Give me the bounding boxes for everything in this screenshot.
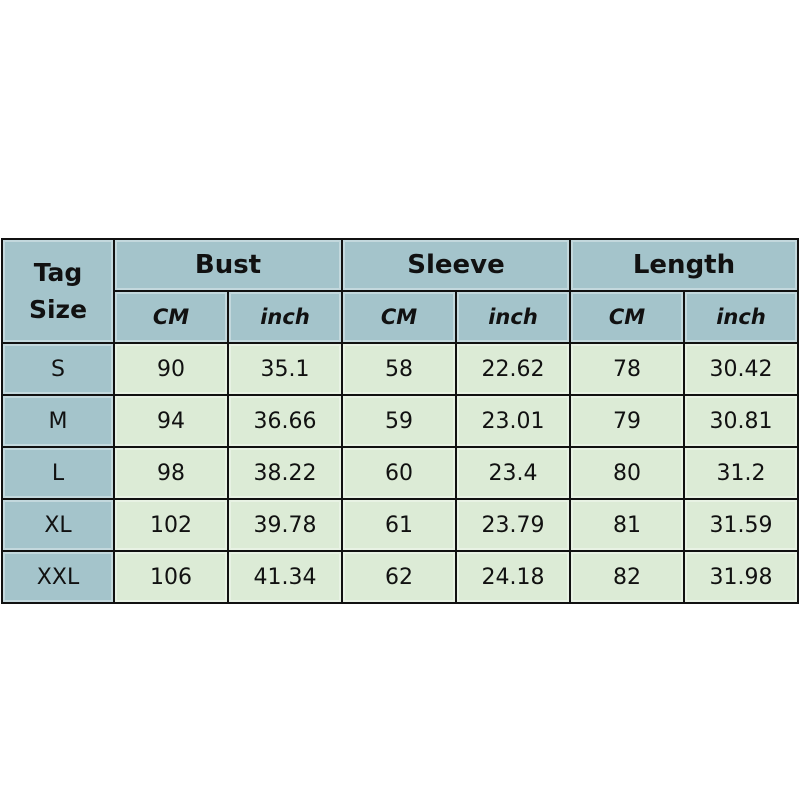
- value-cell: 30.81: [683, 394, 799, 448]
- value-cell: 38.22: [227, 446, 343, 500]
- value-cell: 23.4: [455, 446, 571, 500]
- value-cell: 62: [341, 550, 457, 604]
- value-cell: 59: [341, 394, 457, 448]
- size-cell: XXL: [1, 550, 115, 604]
- table-row: XXL 106 41.34 62 24.18 82 31.98: [1, 550, 799, 604]
- value-cell: 106: [113, 550, 229, 604]
- value-cell: 90: [113, 342, 229, 396]
- value-cell: 31.2: [683, 446, 799, 500]
- value-cell: 98: [113, 446, 229, 500]
- unit-header: CM: [341, 290, 457, 344]
- tag-size-header: Tag Size: [1, 238, 115, 344]
- value-cell: 60: [341, 446, 457, 500]
- table-body: S 90 35.1 58 22.62 78 30.42 M 94 36.66 59 23.01 79 30…: [1, 342, 799, 604]
- value-cell: 79: [569, 394, 685, 448]
- value-cell: 41.34: [227, 550, 343, 604]
- value-cell: 102: [113, 498, 229, 552]
- value-cell: 22.62: [455, 342, 571, 396]
- unit-row: CM inch CM inch CM inch: [2, 290, 799, 344]
- size-cell: S: [1, 342, 115, 396]
- value-cell: 36.66: [227, 394, 343, 448]
- table-row: S 90 35.1 58 22.62 78 30.42: [1, 342, 799, 396]
- value-cell: 23.01: [455, 394, 571, 448]
- value-cell: 35.1: [227, 342, 343, 396]
- unit-header: CM: [113, 290, 229, 344]
- unit-header: inch: [227, 290, 343, 344]
- header-row: Tag Size Bust Sleeve Length: [1, 238, 799, 344]
- table-row: L 98 38.22 60 23.4 80 31.2: [1, 446, 799, 500]
- value-cell: 94: [113, 394, 229, 448]
- size-label: Size: [28, 295, 88, 324]
- value-cell: 23.79: [455, 498, 571, 552]
- table-row: XL 102 39.78 61 23.79 81 31.59: [1, 498, 799, 552]
- unit-header: CM: [569, 290, 685, 344]
- value-cell: 82: [569, 550, 685, 604]
- value-cell: 80: [569, 446, 685, 500]
- size-chart-table: Tag Size Bust Sleeve Length CM inch CM i…: [1, 238, 799, 604]
- value-cell: 58: [341, 342, 457, 396]
- value-cell: 24.18: [455, 550, 571, 604]
- value-cell: 30.42: [683, 342, 799, 396]
- value-cell: 31.59: [683, 498, 799, 552]
- sleeve-header: Sleeve: [341, 238, 571, 292]
- size-cell: L: [1, 446, 115, 500]
- value-cell: 81: [569, 498, 685, 552]
- unit-header: inch: [683, 290, 799, 344]
- unit-header: inch: [455, 290, 571, 344]
- tag-label: Tag: [33, 258, 83, 287]
- size-cell: XL: [1, 498, 115, 552]
- size-cell: M: [1, 394, 115, 448]
- bust-header: Bust: [113, 238, 343, 292]
- value-cell: 61: [341, 498, 457, 552]
- table-row: M 94 36.66 59 23.01 79 30.81: [1, 394, 799, 448]
- value-cell: 39.78: [227, 498, 343, 552]
- value-cell: 31.98: [683, 550, 799, 604]
- length-header: Length: [569, 238, 799, 292]
- value-cell: 78: [569, 342, 685, 396]
